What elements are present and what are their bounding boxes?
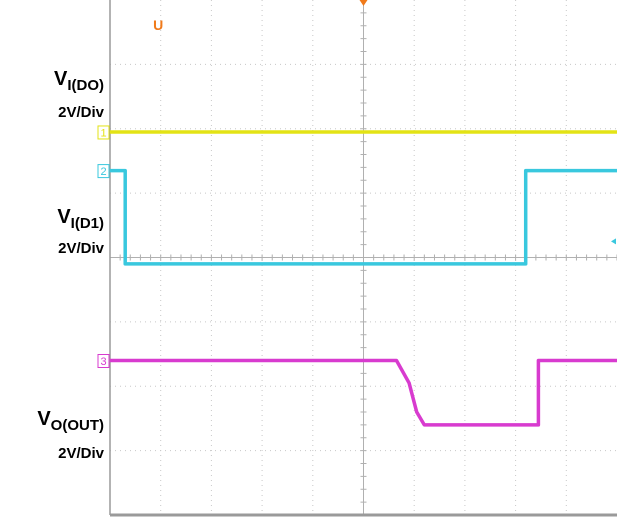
ch1-signal-subscript: I(DO) bbox=[67, 77, 104, 94]
ch2-signal-subscript: I(D1) bbox=[70, 215, 104, 232]
trace-channel-3 bbox=[110, 358, 617, 427]
ch1-signal-letter: V bbox=[53, 68, 68, 90]
ch3-signal-letter: V bbox=[37, 408, 51, 430]
trace-channel-2 bbox=[110, 168, 617, 266]
ch2-scale-label: 2V/Div bbox=[58, 240, 104, 257]
ch1-scale-label: 2V/Div bbox=[58, 104, 104, 121]
channel-1-marker-box bbox=[97, 125, 110, 140]
ch3-scale-label: 2V/Div bbox=[58, 445, 104, 462]
ch3-signal-subscript: O(OUT) bbox=[50, 417, 104, 434]
ch2-signal-letter: V bbox=[57, 206, 71, 228]
channel-1-marker: 1 bbox=[100, 127, 106, 139]
ch1-signal-label: VI(DO) bbox=[0, 68, 104, 97]
trigger-marker: U bbox=[153, 17, 163, 33]
channel-2-marker: 2 bbox=[100, 166, 106, 178]
ch3-signal-label: VO(OUT) bbox=[0, 408, 104, 437]
ch2-signal-label: VI(D1) bbox=[0, 206, 104, 235]
trigger-level-icon bbox=[611, 238, 616, 245]
channel-2-marker-box bbox=[97, 164, 110, 179]
channel-3-marker-box bbox=[97, 354, 110, 368]
channel-3-marker: 3 bbox=[100, 356, 106, 368]
trigger-position-icon bbox=[359, 0, 368, 6]
